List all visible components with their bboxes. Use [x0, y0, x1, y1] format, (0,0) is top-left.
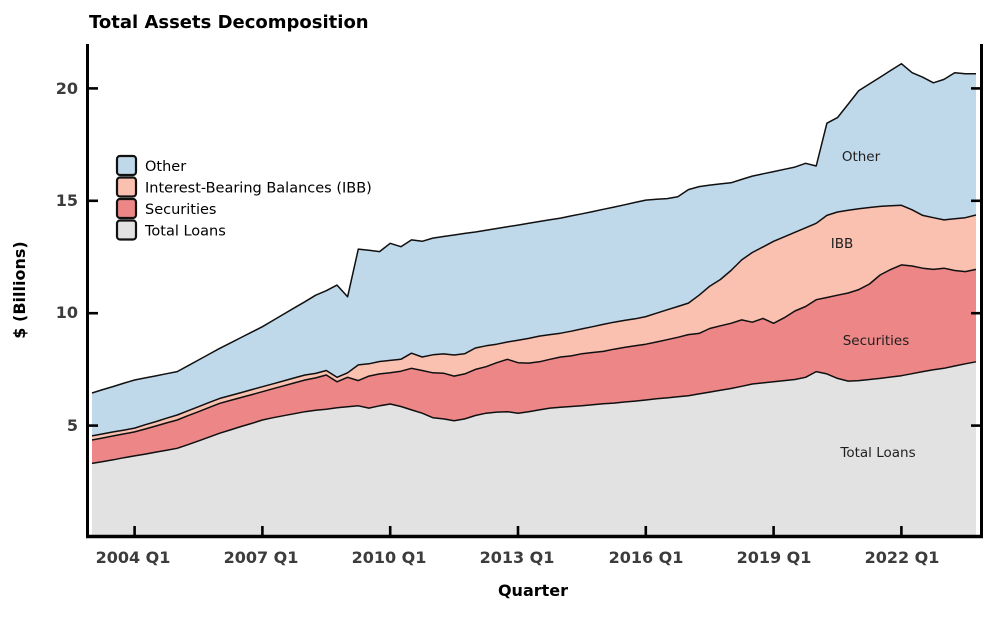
boundary-other	[91, 62, 976, 394]
axis-tick-marks	[87, 87, 982, 536]
stacked-areas	[92, 63, 976, 536]
legend-swatch-ibb	[115, 176, 138, 198]
legend-label-securities: Securities	[145, 202, 216, 218]
annotation-total-loans: Total Loans	[839, 445, 915, 461]
x-tick-label-2019: 2019 Q1	[737, 548, 812, 567]
x-tick-label-2010: 2010 Q1	[352, 548, 427, 567]
annotation-other: Other	[842, 149, 881, 165]
legend-swatch-total-loans	[115, 219, 138, 241]
boundary-total-loans	[91, 361, 977, 465]
chart-title: Total Assets Decomposition	[89, 12, 369, 33]
y-tick-label-10: 10	[56, 303, 78, 322]
annotation-ibb: IBB	[831, 236, 854, 252]
x-axis-label: Quarter	[498, 581, 568, 600]
legend-swatch-securities	[115, 197, 138, 220]
boundary-interest-bearing-balances-ibb	[91, 204, 977, 437]
legend-swatch-other	[115, 154, 138, 177]
area-interest-bearing-balances-ibb	[92, 205, 976, 440]
area-boundary-lines	[91, 62, 977, 465]
y-tick-label-20: 20	[56, 79, 78, 98]
x-tick-label-2013: 2013 Q1	[480, 548, 555, 567]
x-tick-label-2016: 2016 Q1	[609, 548, 684, 567]
y-tick-label-5: 5	[67, 416, 78, 435]
legend-label-total-loans: Total Loans	[144, 224, 226, 240]
legend: Other Interest-Bearing Balances (IBB) Se…	[115, 154, 372, 241]
boundary-securities	[91, 264, 977, 441]
x-tick-label-2004: 2004 Q1	[96, 548, 171, 567]
legend-label-other: Other	[145, 159, 186, 175]
annotation-securities: Securities	[843, 333, 910, 349]
area-total-loans	[92, 361, 976, 536]
y-tick-label-15: 15	[56, 191, 78, 210]
x-tick-label-2007: 2007 Q1	[224, 548, 299, 567]
x-tick-label-2022: 2022 Q1	[865, 548, 940, 567]
y-axis-label: $ (Billions)	[10, 241, 29, 338]
legend-label-ibb: Interest-Bearing Balances (IBB)	[145, 181, 372, 197]
area-other	[92, 63, 976, 436]
area-securities	[92, 264, 976, 464]
